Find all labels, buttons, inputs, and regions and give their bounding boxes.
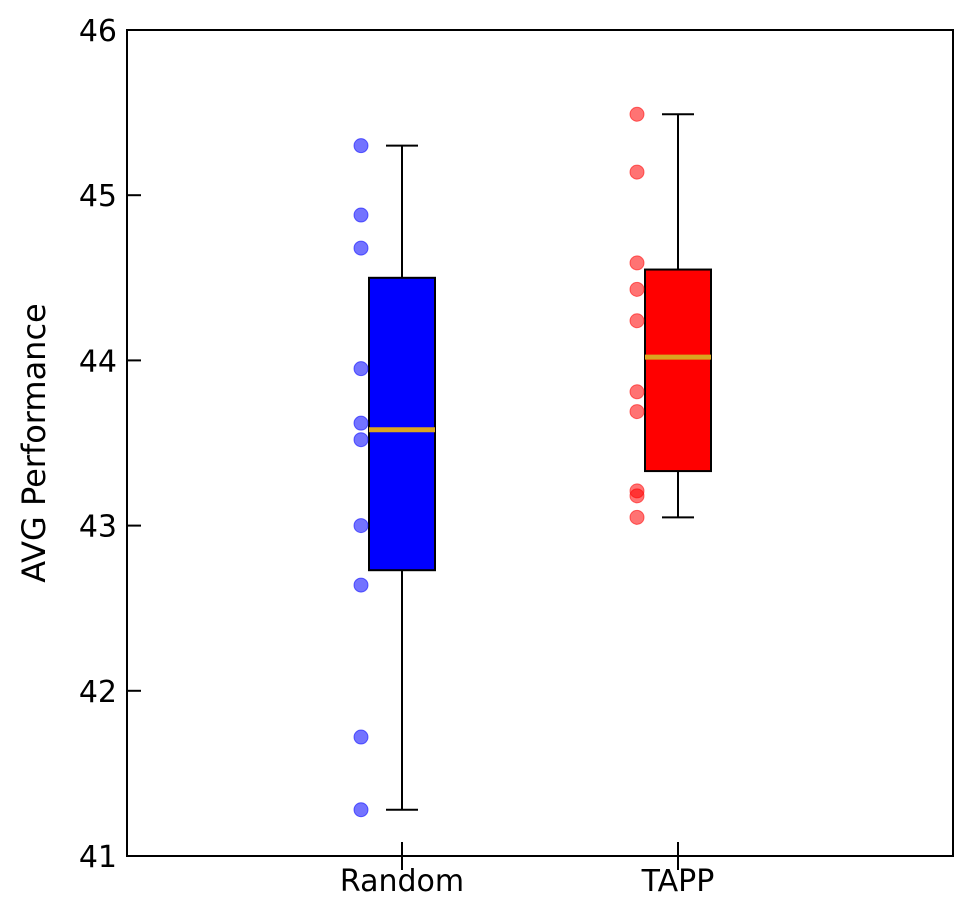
random-box: [368, 276, 436, 572]
tapp-point-1: [629, 164, 645, 180]
x-axis: Random TAPP: [340, 842, 714, 899]
tapp-point-6: [629, 404, 645, 420]
random-point-1: [353, 207, 369, 223]
plot-area: [126, 29, 954, 857]
tapp-point-2: [629, 255, 645, 271]
random-point-2: [353, 240, 369, 256]
random-point-0: [353, 138, 369, 154]
x-tick-label-random: Random: [340, 864, 464, 899]
tapp-point-4: [629, 313, 645, 329]
x-tick-label-tapp: TAPP: [641, 864, 715, 899]
random-point-8: [353, 729, 369, 745]
random-point-3: [353, 361, 369, 377]
random-point-4: [353, 415, 369, 431]
y-tick-label-42: 42: [79, 675, 117, 710]
box-series-group: [368, 113, 712, 811]
scatter-points-group: [353, 106, 645, 818]
y-tick-label-45: 45: [79, 179, 117, 214]
random-point-9: [353, 802, 369, 818]
tapp-point-9: [629, 509, 645, 525]
y-tick-label-41: 41: [79, 840, 117, 875]
tapp-point-5: [629, 384, 645, 400]
y-tick-label-43: 43: [79, 510, 117, 545]
tapp-box: [644, 268, 712, 473]
y-tick-label-44: 44: [79, 344, 117, 379]
random-point-7: [353, 577, 369, 593]
y-axis: 41 42 43 44 45 46: [79, 14, 141, 875]
y-axis-label: AVG Performance: [15, 303, 53, 582]
tapp-point-0: [629, 106, 645, 122]
y-tick-label-46: 46: [79, 14, 117, 49]
tapp-point-3: [629, 281, 645, 297]
random-point-6: [353, 518, 369, 534]
random-point-5: [353, 432, 369, 448]
tapp-point-8: [629, 488, 645, 504]
